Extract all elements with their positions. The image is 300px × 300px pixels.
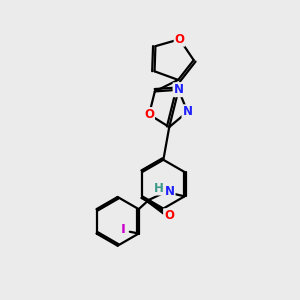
Text: O: O bbox=[175, 33, 184, 46]
Text: H: H bbox=[154, 182, 164, 194]
Text: O: O bbox=[164, 209, 174, 222]
Text: O: O bbox=[144, 108, 154, 121]
Text: N: N bbox=[165, 184, 175, 197]
Text: I: I bbox=[121, 224, 126, 236]
Text: N: N bbox=[182, 105, 192, 118]
Text: N: N bbox=[173, 83, 184, 96]
